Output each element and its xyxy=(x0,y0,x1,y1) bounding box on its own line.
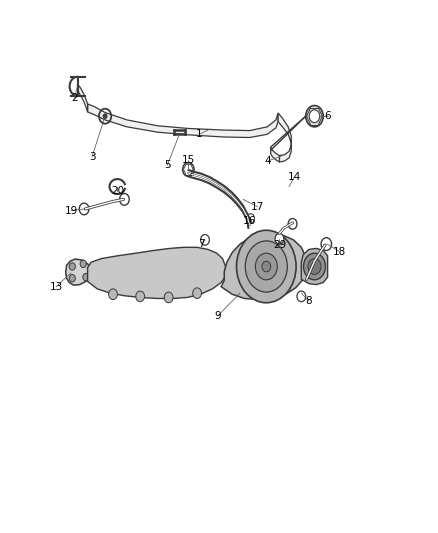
Text: 14: 14 xyxy=(288,172,301,182)
Text: 17: 17 xyxy=(251,202,264,212)
Text: 20: 20 xyxy=(111,186,124,196)
Circle shape xyxy=(309,110,320,123)
Circle shape xyxy=(79,203,89,215)
Circle shape xyxy=(120,193,129,205)
Circle shape xyxy=(255,253,277,280)
Polygon shape xyxy=(88,247,226,298)
Circle shape xyxy=(193,288,201,298)
Circle shape xyxy=(297,291,306,302)
Circle shape xyxy=(164,292,173,303)
Text: 6: 6 xyxy=(324,111,331,121)
Circle shape xyxy=(136,291,145,302)
Circle shape xyxy=(321,238,332,251)
Text: 2: 2 xyxy=(71,93,78,102)
Circle shape xyxy=(183,163,194,176)
Text: 13: 13 xyxy=(49,282,63,292)
Circle shape xyxy=(245,241,287,292)
Text: 5: 5 xyxy=(164,160,171,170)
Circle shape xyxy=(69,263,75,270)
Circle shape xyxy=(262,261,271,272)
Text: 3: 3 xyxy=(88,152,95,161)
Circle shape xyxy=(83,273,89,281)
Circle shape xyxy=(306,106,323,127)
Text: 29: 29 xyxy=(273,240,286,250)
Circle shape xyxy=(201,235,209,245)
Polygon shape xyxy=(88,104,278,138)
Polygon shape xyxy=(78,84,88,112)
Text: 4: 4 xyxy=(265,156,272,166)
Circle shape xyxy=(109,289,117,300)
Text: 18: 18 xyxy=(333,247,346,256)
Circle shape xyxy=(304,253,325,280)
Text: 16: 16 xyxy=(243,216,256,226)
Polygon shape xyxy=(301,248,328,285)
Circle shape xyxy=(275,233,284,244)
Polygon shape xyxy=(66,259,91,285)
Circle shape xyxy=(288,219,297,229)
Text: 7: 7 xyxy=(198,239,205,249)
Polygon shape xyxy=(221,233,307,300)
Text: 1: 1 xyxy=(196,130,203,139)
Text: 15: 15 xyxy=(182,155,195,165)
Polygon shape xyxy=(271,147,279,162)
Circle shape xyxy=(237,230,296,303)
Circle shape xyxy=(103,114,107,118)
Polygon shape xyxy=(278,113,291,162)
Circle shape xyxy=(247,214,254,223)
Circle shape xyxy=(308,259,321,274)
Text: 9: 9 xyxy=(215,311,222,320)
Text: 8: 8 xyxy=(305,296,312,306)
Circle shape xyxy=(69,274,75,282)
Circle shape xyxy=(80,260,86,268)
Text: 19: 19 xyxy=(64,206,78,215)
